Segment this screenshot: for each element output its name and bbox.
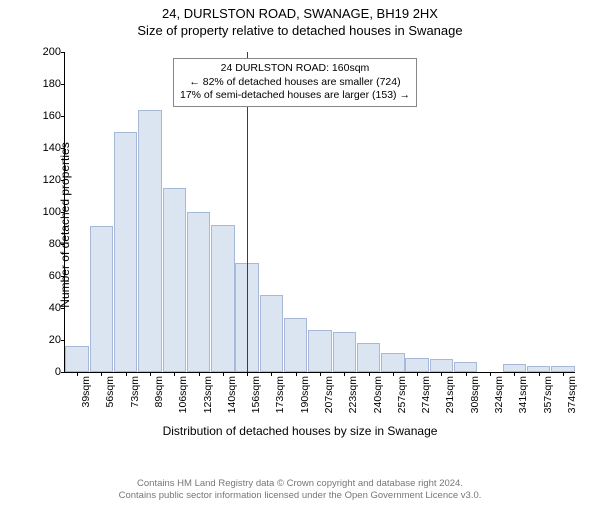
histogram-bar	[284, 318, 308, 372]
x-tick-mark	[466, 372, 467, 376]
x-tick-label: 223sqm	[347, 376, 359, 413]
footer-line-2: Contains public sector information licen…	[0, 490, 600, 502]
x-tick-mark	[101, 372, 102, 376]
x-tick-mark	[563, 372, 564, 376]
x-tick-label: 291sqm	[444, 376, 456, 413]
x-tick-label: 257sqm	[396, 376, 408, 413]
x-tick-label: 56sqm	[104, 376, 116, 408]
annotation-line: 17% of semi-detached houses are larger (…	[180, 89, 410, 103]
annotation-box: 24 DURLSTON ROAD: 160sqm← 82% of detache…	[173, 58, 417, 107]
y-tick-mark	[61, 52, 65, 53]
histogram-bar	[65, 346, 89, 372]
annotation-line: 24 DURLSTON ROAD: 160sqm	[180, 62, 410, 76]
x-tick-label: 156sqm	[250, 376, 262, 413]
x-tick-label: 173sqm	[274, 376, 286, 413]
x-tick-mark	[247, 372, 248, 376]
page-subtitle: Size of property relative to detached ho…	[0, 23, 600, 38]
x-tick-mark	[539, 372, 540, 376]
histogram-bar	[333, 332, 357, 372]
x-tick-label: 308sqm	[469, 376, 481, 413]
histogram-chart: Number of detached properties 0204060801…	[0, 48, 600, 448]
x-tick-mark	[296, 372, 297, 376]
x-tick-label: 240sqm	[372, 376, 384, 413]
x-tick-label: 89sqm	[153, 376, 165, 408]
x-tick-label: 207sqm	[323, 376, 335, 413]
page-title-address: 24, DURLSTON ROAD, SWANAGE, BH19 2HX	[0, 6, 600, 21]
histogram-bar	[260, 295, 284, 372]
footer-line-1: Contains HM Land Registry data © Crown c…	[0, 478, 600, 490]
x-tick-label: 274sqm	[420, 376, 432, 413]
histogram-bar	[503, 364, 527, 372]
y-tick-mark	[61, 244, 65, 245]
histogram-bar	[308, 330, 332, 372]
x-tick-label: 374sqm	[566, 376, 578, 413]
x-tick-mark	[393, 372, 394, 376]
x-tick-mark	[441, 372, 442, 376]
x-tick-mark	[223, 372, 224, 376]
x-tick-mark	[344, 372, 345, 376]
x-tick-mark	[150, 372, 151, 376]
histogram-bar	[381, 353, 405, 372]
y-tick-mark	[61, 180, 65, 181]
x-tick-label: 39sqm	[80, 376, 92, 408]
x-tick-mark	[320, 372, 321, 376]
attribution-footer: Contains HM Land Registry data © Crown c…	[0, 478, 600, 502]
histogram-bar	[90, 226, 114, 372]
histogram-bar	[454, 362, 478, 372]
x-tick-mark	[77, 372, 78, 376]
x-tick-mark	[490, 372, 491, 376]
histogram-bar	[430, 359, 454, 372]
x-tick-mark	[369, 372, 370, 376]
x-tick-label: 190sqm	[299, 376, 311, 413]
y-tick-mark	[61, 340, 65, 341]
histogram-bar	[211, 225, 235, 372]
x-axis-label: Distribution of detached houses by size …	[0, 424, 600, 438]
y-tick-mark	[61, 84, 65, 85]
x-tick-mark	[271, 372, 272, 376]
x-tick-mark	[514, 372, 515, 376]
x-tick-label: 341sqm	[517, 376, 529, 413]
histogram-bar	[357, 343, 381, 372]
histogram-bar	[138, 110, 162, 372]
y-tick-mark	[61, 276, 65, 277]
x-tick-mark	[126, 372, 127, 376]
x-tick-label: 123sqm	[202, 376, 214, 413]
plot-area: 02040608010012014016018020039sqm56sqm73s…	[64, 52, 575, 373]
histogram-bar	[163, 188, 187, 372]
histogram-bar	[405, 358, 429, 372]
histogram-bar	[114, 132, 138, 372]
histogram-bar	[187, 212, 211, 372]
x-tick-mark	[174, 372, 175, 376]
x-tick-label: 324sqm	[493, 376, 505, 413]
x-tick-label: 140sqm	[226, 376, 238, 413]
y-tick-mark	[61, 212, 65, 213]
x-tick-mark	[199, 372, 200, 376]
x-tick-label: 357sqm	[542, 376, 554, 413]
annotation-line: ← 82% of detached houses are smaller (72…	[180, 76, 410, 90]
x-tick-label: 106sqm	[177, 376, 189, 413]
y-tick-mark	[61, 116, 65, 117]
x-tick-mark	[417, 372, 418, 376]
y-tick-mark	[61, 372, 65, 373]
x-tick-label: 73sqm	[129, 376, 141, 408]
y-tick-mark	[61, 308, 65, 309]
y-tick-mark	[61, 148, 65, 149]
